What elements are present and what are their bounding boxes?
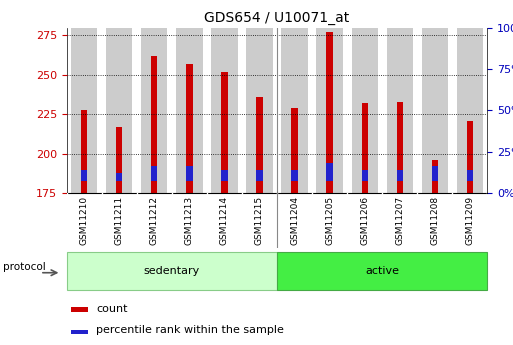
Bar <box>221 72 228 193</box>
Bar <box>246 28 272 193</box>
Bar <box>282 28 308 193</box>
Bar <box>116 127 123 193</box>
Bar <box>116 173 123 180</box>
Text: GSM11213: GSM11213 <box>185 196 194 245</box>
Text: GSM11205: GSM11205 <box>325 196 334 245</box>
Text: GSM11209: GSM11209 <box>465 196 475 245</box>
Bar <box>81 169 87 180</box>
Bar <box>71 307 88 312</box>
Title: GDS654 / U10071_at: GDS654 / U10071_at <box>204 11 350 25</box>
Bar <box>71 330 88 334</box>
Bar <box>221 169 228 180</box>
Bar <box>81 110 87 193</box>
Bar <box>467 169 473 180</box>
Bar <box>211 28 238 193</box>
Bar <box>457 28 483 193</box>
Text: GSM11204: GSM11204 <box>290 196 299 245</box>
Bar <box>351 28 378 193</box>
Bar <box>362 169 368 180</box>
Text: GSM11210: GSM11210 <box>80 196 89 245</box>
Bar <box>151 166 157 180</box>
Text: sedentary: sedentary <box>144 266 200 276</box>
Text: count: count <box>96 304 128 314</box>
Bar <box>186 64 192 193</box>
Text: GSM11208: GSM11208 <box>430 196 439 245</box>
Bar <box>151 56 157 193</box>
Bar <box>186 166 192 180</box>
Bar <box>256 97 263 193</box>
Bar <box>291 108 298 193</box>
Bar <box>176 28 203 193</box>
Bar <box>397 169 403 180</box>
Bar <box>326 163 333 180</box>
Bar <box>362 103 368 193</box>
Text: GSM11214: GSM11214 <box>220 196 229 245</box>
Bar <box>71 28 97 193</box>
Bar <box>397 102 403 193</box>
Text: GSM11212: GSM11212 <box>150 196 159 245</box>
Bar <box>106 28 132 193</box>
Text: protocol: protocol <box>3 262 46 272</box>
Bar <box>256 169 263 180</box>
Bar <box>67 252 277 290</box>
Text: GSM11207: GSM11207 <box>395 196 404 245</box>
Bar <box>422 28 448 193</box>
Text: percentile rank within the sample: percentile rank within the sample <box>96 325 284 335</box>
Bar <box>277 252 487 290</box>
Text: GSM11211: GSM11211 <box>115 196 124 245</box>
Bar <box>141 28 167 193</box>
Text: active: active <box>365 266 399 276</box>
Bar <box>326 32 333 193</box>
Text: GSM11206: GSM11206 <box>360 196 369 245</box>
Bar <box>317 28 343 193</box>
Bar <box>431 160 438 193</box>
Bar <box>387 28 413 193</box>
Text: GSM11215: GSM11215 <box>255 196 264 245</box>
Bar <box>431 166 438 180</box>
Bar <box>467 121 473 193</box>
Bar <box>291 169 298 180</box>
